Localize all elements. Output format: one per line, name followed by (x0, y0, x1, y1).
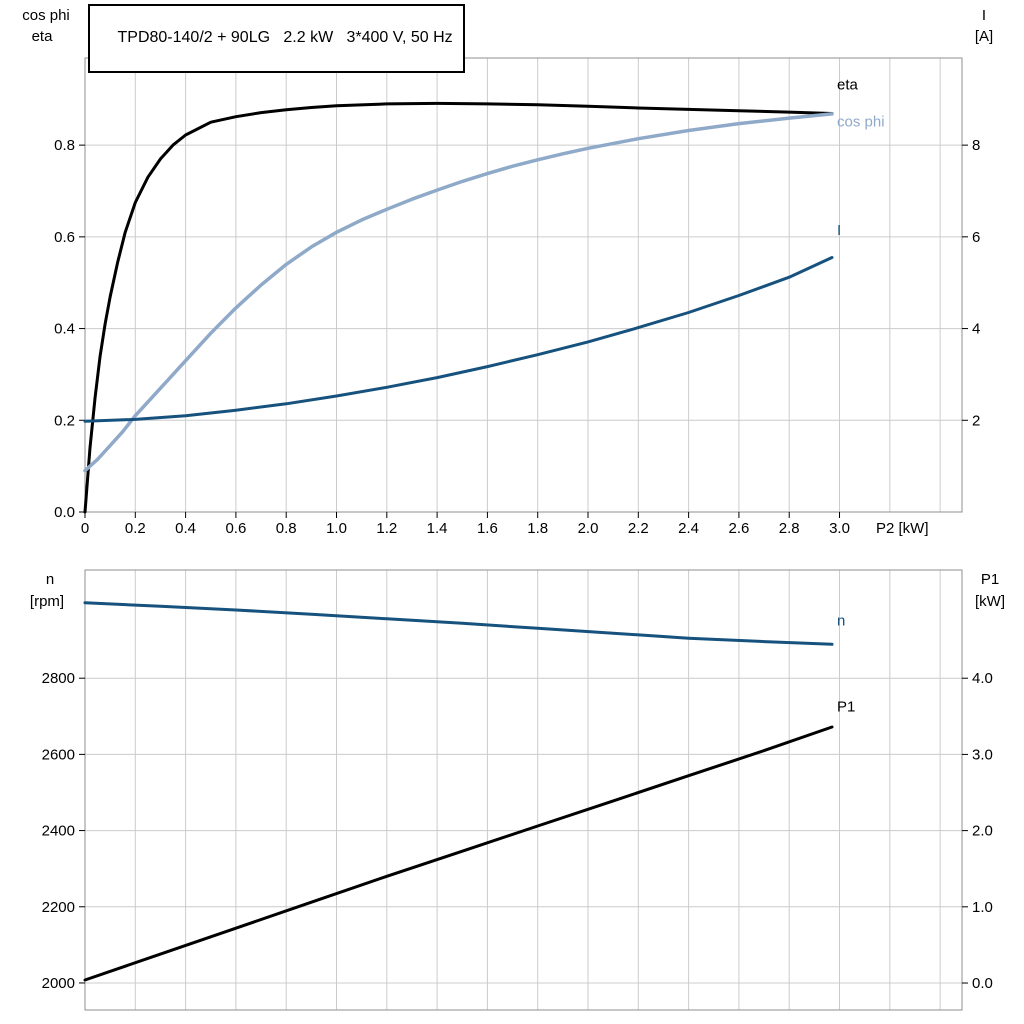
x-tick-label: 1.2 (376, 520, 397, 537)
left-tick-label: 0.8 (54, 137, 75, 154)
x-tick-label: 2.8 (779, 520, 800, 537)
x-axis-label-p2: P2 [kW] (876, 520, 929, 537)
x-tick-label: 1.4 (427, 520, 448, 537)
series-eta-curve (83, 101, 834, 514)
left-tick-label: 0.4 (54, 321, 75, 338)
right-tick-label: 2.0 (972, 823, 993, 840)
right-tick-label: 3.0 (972, 746, 993, 763)
series-label-i: I (837, 222, 841, 239)
series-label-eta: eta (837, 77, 859, 94)
x-tick-label: 0.4 (175, 520, 196, 537)
bottom-right-axis-label-p1: P1 (981, 571, 999, 588)
left-tick-label: 0.6 (54, 229, 75, 246)
top-left-axis-label-cosphi: cos phi (22, 7, 70, 24)
right-tick-label: 8 (972, 137, 980, 154)
x-tick-label: 3.0 (829, 520, 850, 537)
x-tick-label: 0.2 (125, 520, 146, 537)
series-p1-curve (83, 725, 834, 982)
top-right-axis-label-current: I (982, 7, 986, 24)
series-cos-phi-curve (83, 112, 834, 473)
x-tick-label: 2.6 (728, 520, 749, 537)
x-tick-label: 1.0 (326, 520, 347, 537)
bottom-chart: 2000 2200 2400 2600 2800 0.0 1.0 2.0 3.0 4.0 n P1 (42, 569, 993, 1011)
x-tick-label: 1.8 (527, 520, 548, 537)
chart-title: TPD80-140/2 + 90LG 2.2 kW 3*400 V, 50 Hz (117, 29, 453, 46)
x-tick-label: 2.0 (578, 520, 599, 537)
top-right-axis-label-unit-amps: [A] (975, 28, 993, 45)
bottom-left-axis-label-n: n (46, 571, 54, 588)
x-tick-label: 2.2 (628, 520, 649, 537)
left-tick-label: 2000 (42, 975, 75, 992)
right-tick-label: 2 (972, 412, 980, 429)
top-left-axis-label-eta: eta (32, 28, 54, 45)
series-label-cos-phi: cos phi (837, 113, 885, 130)
left-tick-label: 2600 (42, 746, 75, 763)
chart-title-box: TPD80-140/2 + 90LG 2.2 kW 3*400 V, 50 Hz (88, 4, 465, 73)
x-tick-label: 0 (81, 520, 89, 537)
right-tick-label: 0.0 (972, 975, 993, 992)
x-tick-label: 1.6 (477, 520, 498, 537)
bottom-right-axis-label-unit-kw: [kW] (975, 593, 1005, 610)
plot-frame (84, 57, 963, 513)
bottom-left-axis-label-unit-rpm: [rpm] (30, 593, 64, 610)
left-tick-label: 0.2 (54, 412, 75, 429)
left-tick-label: 0.0 (54, 504, 75, 521)
left-tick-label: 2200 (42, 899, 75, 916)
series-n-curve (83, 601, 834, 646)
series-label-n: n (837, 612, 845, 629)
top-chart: 0 0.2 0.4 0.6 0.8 1.0 1.2 1.4 1.6 1.8 2.0 2.2 2.4 2.6… (54, 57, 980, 537)
series-label-p1: P1 (837, 698, 855, 715)
series-i-curve (83, 256, 834, 423)
plot-frame (84, 569, 963, 1011)
right-tick-label: 6 (972, 229, 980, 246)
left-tick-label: 2400 (42, 823, 75, 840)
x-tick-label: 0.8 (276, 520, 297, 537)
right-tick-label: 4.0 (972, 670, 993, 687)
x-tick-label: 2.4 (678, 520, 699, 537)
right-tick-label: 1.0 (972, 899, 993, 916)
right-tick-label: 4 (972, 321, 980, 338)
x-tick-label: 0.6 (225, 520, 246, 537)
left-tick-label: 2800 (42, 670, 75, 687)
